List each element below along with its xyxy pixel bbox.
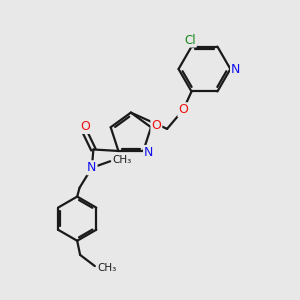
Text: O: O	[152, 119, 161, 132]
Text: N: N	[144, 146, 153, 159]
Text: O: O	[178, 103, 188, 116]
Text: CH₃: CH₃	[97, 263, 116, 273]
Text: N: N	[87, 161, 97, 174]
Text: Cl: Cl	[184, 34, 196, 46]
Text: O: O	[80, 120, 90, 133]
Text: N: N	[231, 62, 240, 76]
Text: CH₃: CH₃	[112, 155, 132, 165]
